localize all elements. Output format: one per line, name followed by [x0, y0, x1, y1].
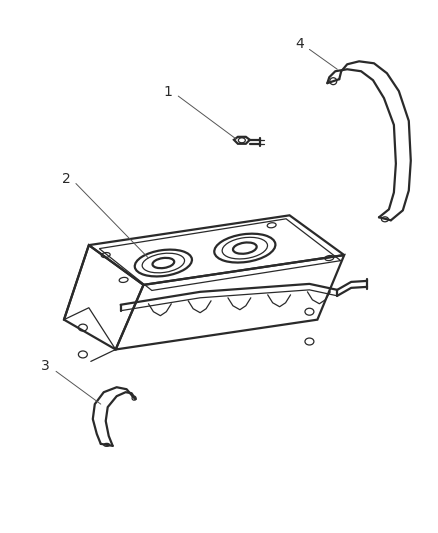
Text: 2: 2 [61, 172, 70, 185]
Text: 1: 1 [163, 85, 173, 99]
Text: 3: 3 [41, 359, 49, 373]
Text: 4: 4 [294, 37, 303, 51]
